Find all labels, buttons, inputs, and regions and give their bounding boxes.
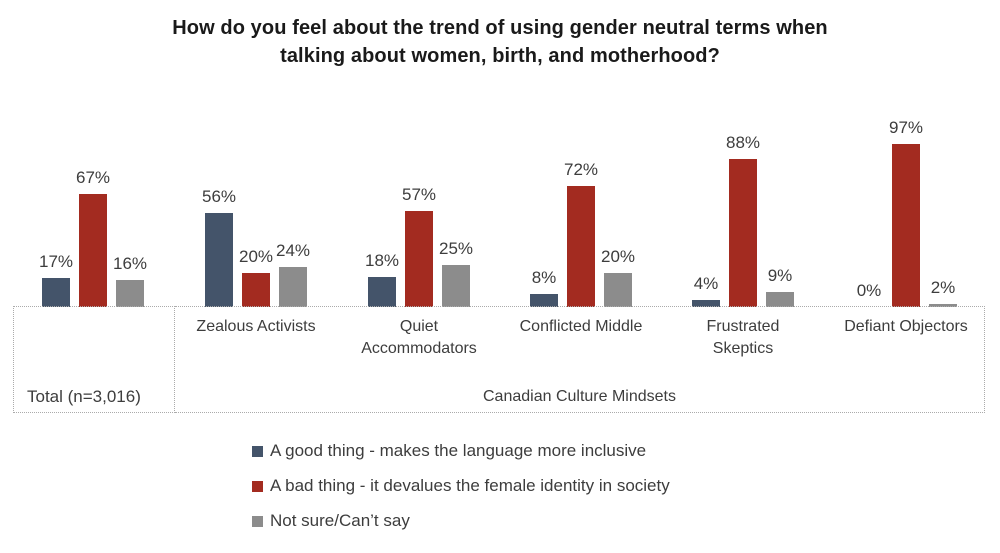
bar bbox=[405, 211, 433, 307]
bar-value-label: 72% bbox=[563, 160, 599, 179]
legend-swatch-icon bbox=[252, 480, 263, 492]
bar-value-label: 24% bbox=[275, 241, 311, 260]
bar-value-label: 9% bbox=[767, 266, 793, 285]
category-label-defiant-objectors: Defiant Objectors bbox=[844, 318, 968, 335]
bar bbox=[729, 159, 757, 307]
bar-value-label: 8% bbox=[531, 268, 557, 287]
bar bbox=[42, 278, 70, 307]
bar-value-label: 4% bbox=[693, 274, 719, 293]
bar-value-label: 88% bbox=[725, 133, 761, 152]
legend-label: A good thing - makes the language more i… bbox=[270, 441, 647, 460]
bar bbox=[892, 144, 920, 307]
legend: A good thing - makes the language more i… bbox=[252, 441, 670, 546]
legend-swatch-icon bbox=[252, 445, 263, 457]
bar bbox=[242, 273, 270, 307]
axis-group-label: Canadian Culture Mindsets bbox=[483, 388, 676, 405]
bar bbox=[530, 294, 558, 307]
bar bbox=[442, 265, 470, 307]
category-label-conflicted-middle: Conflicted Middle bbox=[519, 318, 643, 335]
axis-total-box: Total (n=3,016) bbox=[13, 306, 175, 413]
bar bbox=[368, 277, 396, 307]
bar-value-label: 97% bbox=[888, 118, 924, 137]
chart-title-line-2: talking about women, birth, and motherho… bbox=[280, 45, 720, 67]
chart-title: How do you feel about the trend of using… bbox=[0, 14, 1000, 70]
bar-value-label: 0% bbox=[856, 281, 882, 300]
category-label-quiet-accommodators: Quiet Accommodators bbox=[361, 318, 477, 357]
bar-value-label: 57% bbox=[401, 185, 437, 204]
legend-swatch-icon bbox=[252, 515, 263, 527]
bar bbox=[279, 267, 307, 307]
bar bbox=[692, 300, 720, 307]
bar bbox=[205, 213, 233, 307]
bar bbox=[79, 194, 107, 307]
axis-total-label: Total (n=3,016) bbox=[27, 387, 141, 406]
category-label-frustrated-skeptics: Frustrated Skeptics bbox=[706, 318, 780, 357]
bar-value-label: 2% bbox=[930, 278, 956, 297]
bar-value-label: 18% bbox=[364, 251, 400, 270]
bar-value-label: 20% bbox=[600, 247, 636, 266]
bar-value-label: 16% bbox=[112, 254, 148, 273]
bar bbox=[929, 304, 957, 307]
bar bbox=[567, 186, 595, 307]
legend-item: A bad thing - it devalues the female ide… bbox=[252, 476, 670, 496]
bar-value-label: 56% bbox=[201, 187, 237, 206]
bar-value-label: 20% bbox=[238, 247, 274, 266]
bar-value-label: 25% bbox=[438, 239, 474, 258]
chart-title-line-1: How do you feel about the trend of using… bbox=[172, 17, 828, 39]
legend-item: A good thing - makes the language more i… bbox=[252, 441, 670, 461]
bar bbox=[766, 292, 794, 307]
legend-label: A bad thing - it devalues the female ide… bbox=[270, 476, 670, 495]
category-label-zealous-activists: Zealous Activists bbox=[196, 318, 316, 335]
bar bbox=[116, 280, 144, 307]
bar bbox=[604, 273, 632, 307]
legend-label: Not sure/Can’t say bbox=[270, 511, 410, 530]
bar-value-label: 17% bbox=[38, 252, 74, 271]
axis-mindsets-box: Zealous Activists Quiet Accommodators Co… bbox=[175, 306, 985, 413]
bar-value-label: 67% bbox=[75, 168, 111, 187]
legend-item: Not sure/Can’t say bbox=[252, 511, 670, 531]
